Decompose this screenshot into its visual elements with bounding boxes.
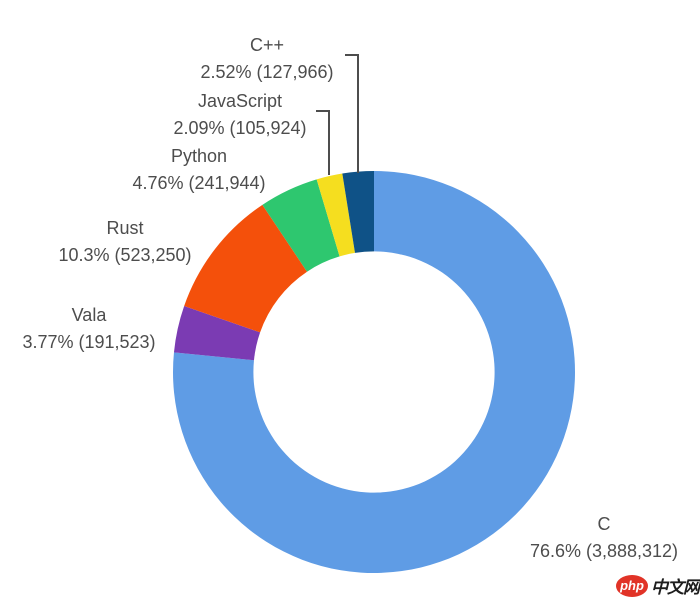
slice-label-vala: Vala 3.77% (191,523) [22,302,155,356]
donut-slice-python [262,179,340,272]
slice-detail: 4.76% (241,944) [132,173,266,193]
slice-detail: 76.6% (3,888,312) [529,541,679,561]
slice-name: Python [170,146,228,166]
slice-name: Vala [71,305,107,325]
php-badge: php [616,574,648,597]
donut-slice-rust [184,204,308,333]
donut-slice-vala [173,305,261,361]
donut-slices [172,171,575,573]
slice-name: C [597,514,611,534]
slice-label-javascript: JavaScript 2.09% (105,924) [173,88,306,142]
cpp-leader-line [345,54,359,173]
slice-detail: 2.09% (105,924) [173,118,307,138]
slice-detail: 10.3% (523,250) [58,245,192,265]
slice-label-c: C 76.6% (3,888,312) [530,511,678,565]
watermark: php 中文网 [616,573,700,598]
slice-detail: 2.52% (127,966) [200,62,334,82]
donut-slice-c [342,171,374,253]
slice-label-cpp: C++ 2.52% (127,966) [200,32,333,86]
watermark-site-name: 中文网 [651,578,700,597]
slice-label-rust: Rust 10.3% (523,250) [58,215,191,269]
slice-name: C++ [249,35,285,55]
slice-name: Rust [106,218,144,238]
slice-name: JavaScript [197,91,283,111]
donut-slice-javascript [316,173,355,257]
slice-label-python: Python 4.76% (241,944) [132,143,265,197]
slice-detail: 3.77% (191,523) [22,332,156,352]
javascript-leader-line [316,110,330,175]
donut-slice-c [172,171,575,573]
